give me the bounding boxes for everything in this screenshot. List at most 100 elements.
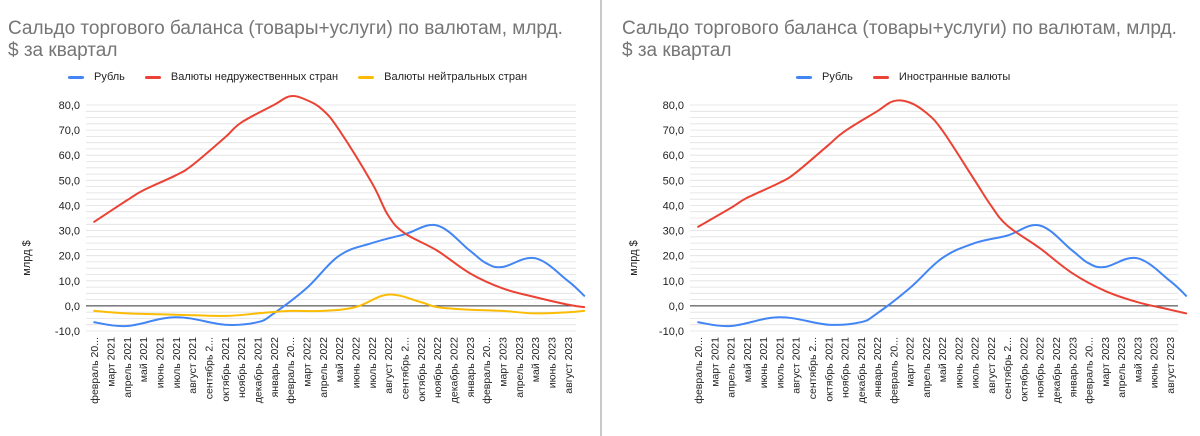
y-tick-label: -10,0 bbox=[659, 326, 684, 338]
x-tick-label: март 2021 bbox=[106, 337, 118, 387]
x-tick-label: август 2022 bbox=[986, 337, 998, 394]
x-tick-label: февраль 20... bbox=[285, 337, 297, 404]
legend-swatch-red bbox=[872, 75, 889, 79]
x-tick-label: апрель 2021 bbox=[122, 337, 134, 398]
y-tick-label: 70,0 bbox=[59, 125, 80, 137]
y-tick-label: 50,0 bbox=[663, 175, 684, 187]
series-line-2[interactable] bbox=[697, 99, 1188, 315]
x-tick-label: март 2022 bbox=[905, 337, 917, 387]
x-tick-label: сентябрь 2... bbox=[1002, 337, 1014, 399]
x-tick-label: январь 2022 bbox=[269, 337, 281, 398]
legend-label: Рубль bbox=[94, 71, 125, 83]
x-tick-label: июнь 2021 bbox=[758, 337, 770, 388]
x-tick-label: сентябрь 2... bbox=[204, 337, 216, 399]
y-tick-label: 30,0 bbox=[663, 226, 684, 238]
x-tick-label: май 2021 bbox=[742, 337, 754, 382]
x-tick-label: декабрь 2021 bbox=[856, 337, 868, 403]
x-tick-label: июль 2021 bbox=[171, 337, 183, 389]
legend-swatch-red bbox=[144, 75, 161, 79]
x-tick-label: январь 2023 bbox=[1067, 337, 1079, 398]
x-tick-label: ноябрь 2022 bbox=[1035, 337, 1047, 398]
x-tick-label: февраль 20... bbox=[1084, 337, 1096, 404]
chart-panel-right: Сальдо торгового баланса (товары+услуги)… bbox=[602, 0, 1200, 436]
x-tick-label: май 2021 bbox=[138, 337, 150, 382]
chart-title: Сальдо торгового баланса (товары+услуги)… bbox=[622, 18, 1177, 61]
x-tick-label: октябрь 2022 bbox=[1019, 337, 1031, 402]
x-tick-label: март 2021 bbox=[709, 337, 721, 387]
legend-label: Иностранные валюты bbox=[898, 71, 1011, 83]
line-chart-left: -10,0 0,0 10,0 20,0 30,0 40,0 50,0 60,0 70,0 80,0… bbox=[55, 95, 586, 404]
x-tick-label: сентябрь 2... bbox=[807, 337, 819, 399]
legend-label: Валюты нейтральных стран bbox=[384, 71, 528, 83]
chart-panel-left: Сальдо торгового баланса (товары+услуги)… bbox=[8, 18, 586, 404]
x-tick-label: январь 2023 bbox=[465, 337, 477, 398]
y-tick-label: 30,0 bbox=[59, 226, 80, 238]
x-tick-label: июнь 2022 bbox=[351, 337, 363, 388]
y-tick-label: 40,0 bbox=[59, 200, 80, 212]
legend-swatch-blue bbox=[796, 75, 812, 79]
y-tick-label: 80,0 bbox=[663, 100, 684, 112]
x-tick-label: январь 2022 bbox=[872, 337, 884, 398]
x-tick-label: март 2023 bbox=[498, 337, 510, 387]
x-tick-label: июль 2022 bbox=[367, 337, 379, 389]
chart-title: Сальдо торгового баланса (товары+услуги)… bbox=[8, 18, 563, 61]
x-tick-label: октябрь 2022 bbox=[416, 337, 428, 402]
legend-swatch-yellow bbox=[358, 75, 375, 79]
x-tick-label: май 2022 bbox=[937, 337, 949, 382]
x-tick-label: июнь 2022 bbox=[953, 337, 965, 388]
y-tick-label: 70,0 bbox=[663, 125, 684, 137]
legend-item-unfriendly[interactable]: Валюты недружественных стран bbox=[144, 71, 339, 83]
legend-item-ruble[interactable]: Рубль bbox=[796, 71, 853, 83]
x-tick-label: август 2023 bbox=[1165, 337, 1177, 394]
legend-item-foreign[interactable]: Иностранные валюты bbox=[872, 71, 1011, 83]
x-tick-label: май 2023 bbox=[1132, 337, 1144, 382]
y-tick-labels: -10,0 0,0 10,0 20,0 30,0 40,0 50,0 60,0 70,0 80,0 bbox=[659, 100, 684, 338]
legend: Рубль Валюты недружественных стран Валют… bbox=[68, 68, 547, 86]
x-tick-label: февраль 20... bbox=[888, 337, 900, 404]
series-line-3[interactable] bbox=[93, 293, 586, 317]
legend-item-neutral[interactable]: Валюты нейтральных стран bbox=[358, 71, 527, 83]
y-tick-label: 0,0 bbox=[65, 301, 80, 313]
legend-label: Валюты недружественных стран bbox=[170, 71, 339, 83]
y-tick-label: 60,0 bbox=[59, 150, 80, 162]
legend: Рубль Иностранные валюты bbox=[796, 68, 1030, 86]
legend-item-ruble[interactable]: Рубль bbox=[68, 71, 125, 83]
x-tick-label: декабрь 2022 bbox=[1051, 337, 1063, 403]
x-tick-label: август 2023 bbox=[563, 337, 575, 394]
series-line-1[interactable] bbox=[93, 223, 586, 328]
x-tick-label: декабрь 2022 bbox=[449, 337, 461, 403]
x-tick-label: февраль 20... bbox=[481, 337, 493, 404]
gridlines bbox=[86, 104, 576, 332]
x-tick-label: июнь 2023 bbox=[1149, 337, 1161, 388]
gridlines bbox=[690, 104, 1178, 332]
x-tick-label: март 2023 bbox=[1100, 337, 1112, 387]
x-tick-label: апрель 2023 bbox=[1116, 337, 1128, 398]
series-line-2[interactable] bbox=[93, 95, 586, 309]
x-tick-label: май 2022 bbox=[334, 337, 346, 382]
panel-divider bbox=[600, 0, 602, 436]
x-tick-label: апрель 2021 bbox=[726, 337, 738, 398]
y-tick-label: 0,0 bbox=[669, 301, 684, 313]
x-tick-label: август 2022 bbox=[383, 337, 395, 394]
x-tick-label: июнь 2023 bbox=[547, 337, 559, 388]
y-tick-label: 10,0 bbox=[663, 276, 684, 288]
x-tick-label: апрель 2023 bbox=[514, 337, 526, 398]
y-tick-labels: -10,0 0,0 10,0 20,0 30,0 40,0 50,0 60,0 70,0 80,0 bbox=[55, 100, 80, 338]
x-tick-label: декабрь 2021 bbox=[253, 337, 265, 403]
y-tick-label: 60,0 bbox=[663, 150, 684, 162]
series-line-1[interactable] bbox=[697, 224, 1188, 328]
x-tick-label: апрель 2022 bbox=[318, 337, 330, 398]
x-tick-label: апрель 2022 bbox=[921, 337, 933, 398]
x-tick-label: февраль 20... bbox=[89, 337, 101, 404]
x-tick-labels: февраль 20... март 2021 апрель 2021 май 202… bbox=[89, 337, 575, 404]
x-tick-label: август 2021 bbox=[791, 337, 803, 394]
x-tick-label: июнь 2021 bbox=[155, 337, 167, 388]
x-tick-label: август 2021 bbox=[187, 337, 199, 394]
legend-swatch-blue bbox=[68, 75, 84, 79]
x-tick-label: октябрь 2021 bbox=[823, 337, 835, 402]
x-tick-label: март 2022 bbox=[302, 337, 314, 387]
x-tick-label: сентябрь 2... bbox=[400, 337, 412, 399]
x-tick-label: июль 2022 bbox=[970, 337, 982, 389]
y-tick-label: 50,0 bbox=[59, 175, 80, 187]
x-tick-label: ноябрь 2021 bbox=[840, 337, 852, 398]
